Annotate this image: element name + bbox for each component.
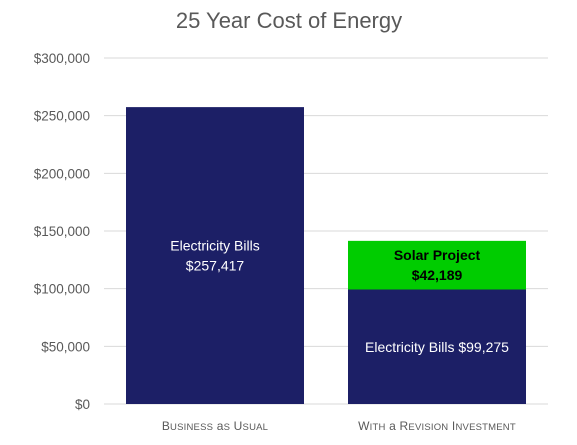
bar-segment — [348, 289, 526, 404]
data-label: $42,189 — [412, 267, 463, 283]
data-label: Electricity Bills $99,275 — [365, 339, 509, 355]
y-tick-label: $50,000 — [41, 339, 90, 354]
data-label: Electricity Bills — [170, 238, 259, 254]
data-label: $257,417 — [186, 258, 245, 274]
y-tick-label: $0 — [75, 397, 90, 412]
x-category-label: BUSINESS aS USUAL — [162, 419, 268, 433]
x-axis-category-labels: BUSINESS aS USUAL WITH a REVISION INVESTM… — [162, 419, 516, 433]
y-tick-label: $200,000 — [34, 166, 90, 181]
y-tick-label: $100,000 — [34, 282, 90, 297]
bar-segment — [348, 240, 526, 290]
x-category-label: WITH a REVISION INVESTMENT — [358, 419, 516, 433]
data-labels: Electricity Bills $257,417 Electricity Bil… — [170, 238, 509, 355]
data-label: Solar Project — [394, 247, 481, 263]
y-tick-label: $150,000 — [34, 224, 90, 239]
y-axis-tick-labels: $0 $50,000 $100,000 $150,000 $200,000 $250,00… — [34, 51, 90, 412]
y-tick-label: $300,000 — [34, 51, 90, 66]
bar-segment — [126, 107, 304, 404]
bars — [126, 107, 526, 404]
y-tick-label: $250,000 — [34, 109, 90, 124]
chart-title: 25 Year Cost of Energy — [176, 8, 402, 33]
